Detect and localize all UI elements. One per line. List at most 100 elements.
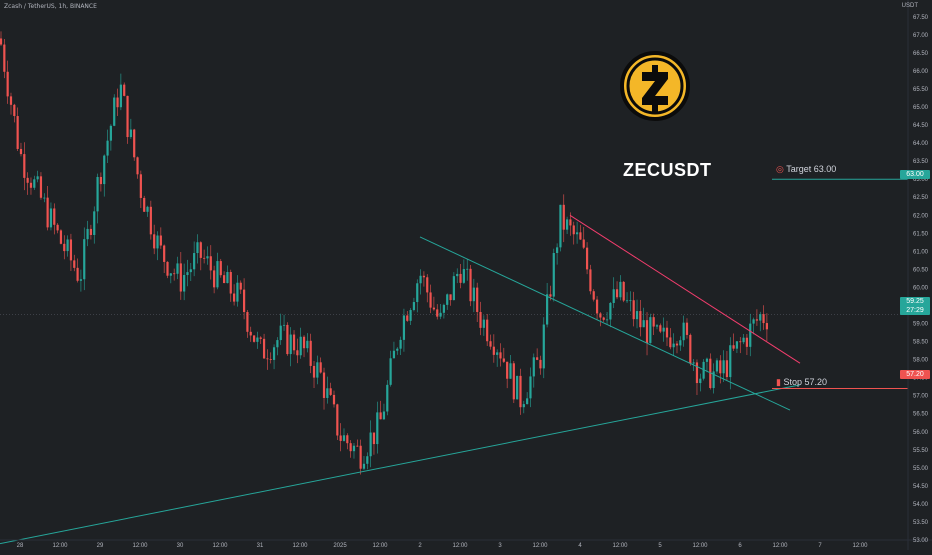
candle-body <box>276 340 279 348</box>
price-tick-label: 67.50 <box>913 15 929 21</box>
candle-body <box>412 302 416 311</box>
price-tick-label: 62.00 <box>913 213 929 219</box>
candle-body <box>79 279 83 281</box>
candle-body <box>669 337 672 348</box>
candle-body <box>352 445 356 452</box>
candle-body <box>43 197 46 199</box>
stop-price-tag: 57.20 <box>900 370 930 379</box>
rising-support-trendline[interactable] <box>0 384 801 545</box>
time-tick-label: 12:00 <box>52 543 68 549</box>
candle-body <box>173 273 176 275</box>
candle-body <box>289 334 292 355</box>
target-price-tag: 63.00 <box>900 170 930 179</box>
candle-body <box>259 337 262 339</box>
candle-body <box>209 256 212 271</box>
candle-body <box>166 261 169 276</box>
candle-body <box>639 311 642 328</box>
candle-body <box>482 319 485 328</box>
candle-body <box>685 322 689 335</box>
resistance-trendline[interactable] <box>569 214 801 364</box>
price-tick-label: 65.00 <box>913 105 929 111</box>
candle-body <box>559 204 562 248</box>
channel-bottom-trendline[interactable] <box>419 236 791 411</box>
candle-body <box>89 228 93 235</box>
candle-body <box>16 116 19 149</box>
candle-body <box>539 359 542 369</box>
time-tick-label: 30 <box>177 543 184 549</box>
candle-body <box>689 334 692 364</box>
candle-body <box>239 282 242 290</box>
candle-body <box>592 291 595 300</box>
price-tick-label: 54.00 <box>913 502 929 508</box>
price-tick-label: 53.50 <box>913 520 929 526</box>
candle-body <box>252 335 256 342</box>
price-tick-label: 56.50 <box>913 412 929 418</box>
time-tick-label: 2025 <box>333 543 347 549</box>
candle-body <box>262 338 266 359</box>
candle-body <box>156 235 159 249</box>
candle-body <box>479 311 482 328</box>
candle-body <box>692 362 695 364</box>
candle-body <box>46 197 49 228</box>
candle-body <box>402 315 406 340</box>
price-tick-label: 66.00 <box>913 69 929 75</box>
candle-body <box>416 283 419 303</box>
candle-body <box>499 352 502 359</box>
candle-body <box>446 294 449 305</box>
candle-body <box>332 394 336 405</box>
candle-body <box>652 317 655 327</box>
candle-body <box>532 357 535 377</box>
candle-body <box>492 346 495 355</box>
candle-body <box>759 314 762 321</box>
price-tick-label: 62.50 <box>913 195 929 201</box>
candle-body <box>719 360 722 374</box>
candle-body <box>53 208 56 225</box>
candle-body <box>529 376 532 399</box>
price-tick-label: 54.50 <box>913 484 929 490</box>
candle-body <box>655 325 659 327</box>
candle-body <box>169 273 172 276</box>
price-tick-label: 60.00 <box>913 285 929 291</box>
candle-body <box>296 350 299 356</box>
time-tick-label: 12:00 <box>612 543 628 549</box>
time-tick-label: 12:00 <box>292 543 308 549</box>
candle-body <box>399 339 402 349</box>
candle-body <box>306 340 309 349</box>
price-tick-label: 64.00 <box>913 141 929 147</box>
candle-body <box>569 219 572 226</box>
candle-body <box>476 287 479 312</box>
candle-body <box>442 304 445 313</box>
stop-icon: ▮ <box>776 377 781 387</box>
candle-body <box>126 95 129 138</box>
candle-body <box>762 314 765 324</box>
time-tick-label: 12:00 <box>692 543 708 549</box>
candle-body <box>516 375 519 400</box>
stop-annotation[interactable]: ▮ Stop 57.20 <box>776 377 827 388</box>
candle-body <box>319 362 322 373</box>
candle-body <box>359 445 362 469</box>
candle-body <box>755 319 759 321</box>
target-annotation[interactable]: ◎ Target 63.00 <box>776 164 836 175</box>
candle-body <box>595 299 599 314</box>
price-tick-label: 59.00 <box>913 322 929 328</box>
candle-body <box>356 445 359 447</box>
candle-body <box>609 302 612 320</box>
candle-body <box>279 325 282 341</box>
candle-body <box>183 275 186 292</box>
candle-body <box>26 177 29 183</box>
candle-body <box>63 243 66 252</box>
time-tick-label: 3 <box>498 543 502 549</box>
candle-body <box>322 372 326 398</box>
zcash-logo <box>620 51 690 121</box>
current-price-tag: 59.25 27:29 <box>900 297 930 315</box>
candle-body <box>129 129 132 138</box>
candle-body <box>56 224 59 231</box>
price-tick-label: 61.00 <box>913 249 929 255</box>
candle-body <box>432 307 435 310</box>
candle-body <box>742 337 745 343</box>
candle-body <box>219 261 222 276</box>
candle-body <box>745 337 749 347</box>
candle-body <box>546 294 549 325</box>
